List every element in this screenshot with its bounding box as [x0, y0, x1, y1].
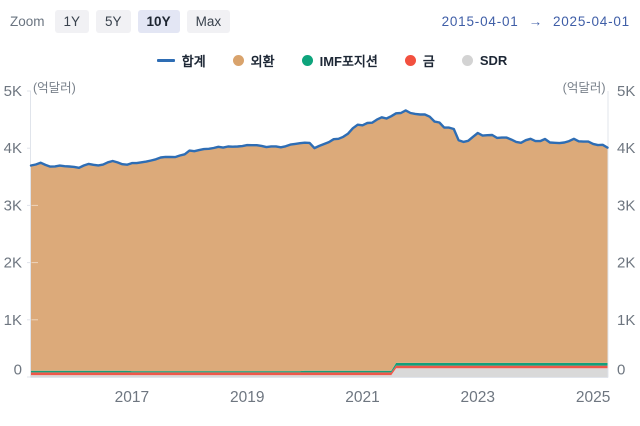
zoom-controls: Zoom 1Y 5Y 10Y Max: [10, 10, 231, 33]
legend-dot-marker-forex: [232, 55, 244, 66]
legend-label-imf-position: IMF포지션: [319, 54, 378, 69]
start-date-input[interactable]: 2015-04-01: [441, 14, 519, 29]
legend-dot-marker-imf-position: [301, 55, 313, 66]
x-tick-label: 2021: [345, 389, 379, 406]
unit-label-right: (억달러): [563, 81, 606, 95]
y-tick-label-right: 5K: [617, 83, 635, 100]
x-tick-label: 2023: [461, 389, 495, 406]
legend-item-imf-position[interactable]: IMF포지션: [301, 51, 378, 70]
legend-item-sdr[interactable]: SDR: [461, 51, 508, 70]
legend-item-forex[interactable]: 외환: [232, 51, 275, 70]
area-forex: [31, 110, 608, 372]
legend-label-forex: 외환: [250, 54, 275, 69]
legend-item-gold[interactable]: 금: [404, 51, 435, 70]
legend-label-gold: 금: [422, 54, 435, 69]
y-tick-label-left: 5K: [4, 83, 22, 100]
legend-label-sdr: SDR: [479, 53, 508, 68]
zoom-5y-button[interactable]: 5Y: [96, 10, 131, 33]
y-tick-label-left: 2K: [4, 255, 22, 272]
date-arrow-icon: →: [528, 14, 543, 29]
y-tick-label-right: 2K: [617, 255, 635, 272]
legend: 합계 외환 IMF포지션 금 SDR: [0, 51, 640, 70]
y-tick-label-left: 0: [14, 362, 22, 379]
x-tick-label: 2019: [230, 389, 264, 406]
area-imf-position: [31, 362, 608, 373]
total-line: [29, 109, 609, 169]
end-date-input[interactable]: 2025-04-01: [552, 14, 630, 29]
legend-label-total: 합계: [181, 54, 206, 69]
date-range: 2015-04-01 → 2025-04-01: [442, 14, 630, 29]
legend-dot-marker-sdr: [461, 55, 473, 66]
area-gold: [31, 365, 608, 376]
y-tick-label-left: 1K: [4, 312, 22, 329]
zoom-max-button[interactable]: Max: [186, 10, 231, 33]
area-sdr: [31, 368, 608, 377]
y-tick-label-left: 4K: [4, 140, 22, 157]
x-tick-label: 2025: [576, 389, 610, 406]
zoom-10y-button[interactable]: 10Y: [137, 10, 180, 33]
legend-dot-marker-gold: [404, 55, 416, 66]
x-tick-label: 2017: [115, 389, 149, 406]
y-tick-label-right: 0: [617, 362, 625, 379]
legend-line-marker-total: [156, 59, 175, 62]
y-tick-label-right: 1K: [617, 312, 635, 329]
y-tick-label-right: 3K: [617, 197, 635, 214]
zoom-label: Zoom: [10, 14, 45, 29]
unit-label-left: (억달러): [33, 81, 76, 95]
y-tick-label-right: 4K: [617, 140, 635, 157]
zoom-1y-button[interactable]: 1Y: [54, 10, 90, 33]
legend-item-total[interactable]: 합계: [156, 51, 206, 70]
y-tick-label-left: 3K: [4, 197, 22, 214]
